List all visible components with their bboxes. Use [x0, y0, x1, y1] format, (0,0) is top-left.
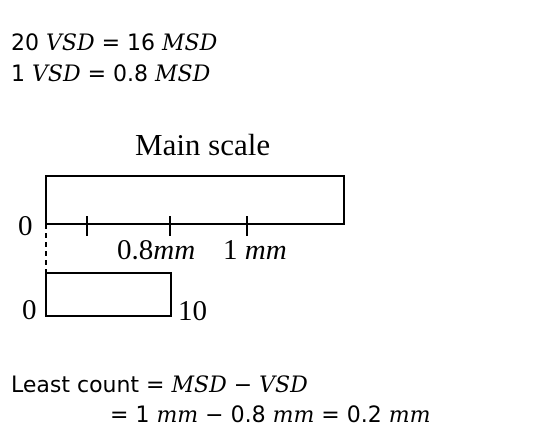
eq2-lhs-unit: VSD: [32, 62, 81, 87]
lc2-n1: 1: [135, 403, 157, 428]
eq2-rhs-unit: MSD: [155, 62, 211, 87]
lc2-u2: mm: [272, 403, 315, 428]
eq1-rhs-unit: MSD: [162, 31, 218, 56]
equation-one-vsd: 1 VSD = 0.8 MSD: [11, 64, 210, 86]
vernier-scale-bar: [45, 272, 172, 317]
lc2-u3: mm: [388, 403, 431, 428]
eq1-rhs-num: 16: [127, 31, 163, 56]
eq1-op: =: [94, 31, 128, 56]
least-count-msd: MSD: [171, 373, 227, 398]
tick-label-1-unit: mm: [244, 234, 287, 266]
lc2-n2: 0.8: [230, 403, 273, 428]
least-count-formula: Least count = MSD − VSD: [11, 375, 308, 397]
eq2-rhs-num: 0.8: [113, 62, 156, 87]
main-scale-bar: [45, 175, 345, 225]
least-count-label: Least count =: [11, 373, 172, 398]
tick-label-0-8mm: 0.8mm: [117, 236, 195, 265]
vernier-zero-label: 0: [22, 294, 37, 326]
least-count-vsd: VSD: [259, 373, 308, 398]
lc2-u1: mm: [156, 403, 199, 428]
least-count-result: = 1 mm − 0.8 mm = 0.2 mm: [110, 405, 430, 427]
main-scale-zero-label: 0: [18, 210, 33, 242]
vernier-ten-label: 10: [178, 295, 207, 327]
main-scale-title: Main scale: [135, 127, 271, 162]
least-count-minus: −: [226, 373, 260, 398]
lc2-eq2: =: [314, 403, 347, 428]
lc2-minus: −: [198, 403, 231, 428]
lc2-eq: =: [110, 403, 136, 428]
eq2-op: =: [80, 62, 114, 87]
eq1-lhs-num: 20: [11, 31, 46, 56]
eq2-lhs-num: 1: [11, 62, 32, 87]
lc2-n3: 0.2: [346, 403, 389, 428]
tick-label-1mm: 1 mm: [223, 236, 287, 265]
tick-label-1-num: 1: [223, 234, 245, 266]
tick-label-0-8-unit: mm: [153, 234, 196, 266]
tick-label-0-8-num: 0.8: [117, 234, 154, 266]
eq1-lhs-unit: VSD: [46, 31, 95, 56]
equation-vsd-msd: 20 VSD = 16 MSD: [11, 33, 217, 55]
